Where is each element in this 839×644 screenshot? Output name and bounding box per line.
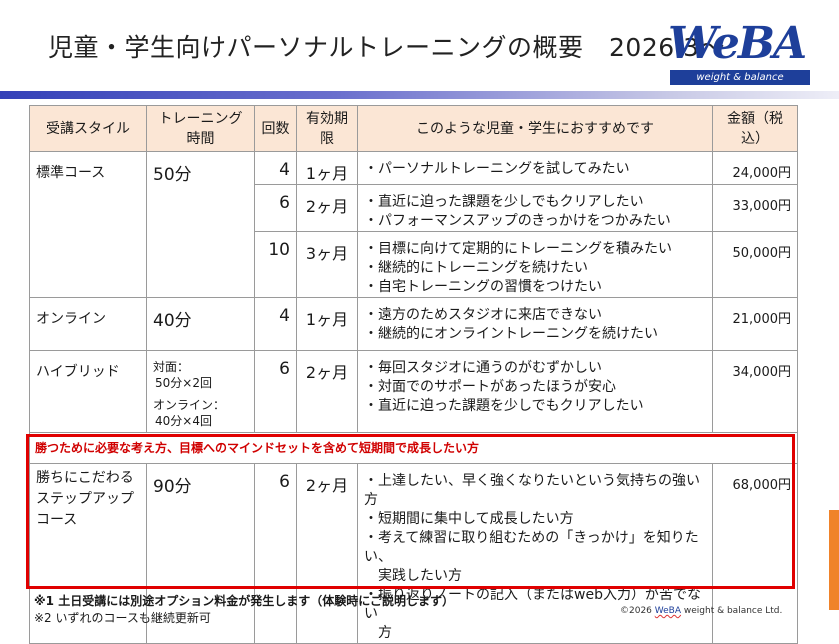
table-row: 標準コース 50分 4 1ヶ月 ・パーソナルトレーニングを試してみたい 24,0… [29,151,798,298]
recommend-line: ・継続的にオンライントレーニングを続けたい [364,326,658,342]
highlight-box [26,434,795,589]
recommend-line: ・遠方のためスタジオに来店できない [364,307,602,323]
copyright-brand: WeBA [654,606,682,616]
style-cell: 勝ちにこだわる ステップアップ コース [29,463,147,644]
recommend-cell: ・遠方のためスタジオに来店できない ・継続的にオンライントレーニングを続けたい [357,297,713,351]
recommend-line: ・直近に迫った課題を少しでもクリアしたい [364,398,644,414]
time-cell: 90分 [146,463,255,644]
recommend-line: ・考えて練習に取り組むための「きっかけ」を知りたい、 [364,530,699,565]
count-cell: 6 [254,350,297,433]
price-cell: 50,000円 [712,231,798,298]
header-time: トレーニング時間 [146,105,255,152]
logo-subtitle: weight & balance [696,72,784,83]
course-table-wrapper: 受講スタイル トレーニング時間 回数 有効期限 このような児童・学生におすすめで… [29,105,798,644]
time-cell: 50分 [146,151,255,298]
recommend-line: ・パーソナルトレーニングを試してみたい [364,161,630,177]
table-row: ハイブリッド 対面： 50分×2回 オンライン： 40分×4回 6 2ヶ月 ・毎… [29,350,798,433]
tagline-row: 勝つために必要な考え方、目標へのマインドセットを含めて短期間で成長したい方 [29,432,798,464]
header-period: 有効期限 [296,105,358,152]
recommend-cell: ・直近に迫った課題を少しでもクリアしたい ・パフォーマンスアップのきっかけをつか… [357,184,713,232]
recommend-line: ・パフォーマンスアップのきっかけをつかみたい [364,213,671,229]
logo-text: WeBA [668,18,807,69]
note-2: ※2 いずれのコースも継続更新可 [34,611,211,625]
recommend-line: ・自宅トレーニングの習慣をつけたい [364,279,602,295]
copyright: ©2026 WeBA weight & balance Ltd. [620,606,782,616]
recommend-line: ・対面でのサポートがあったほうが安心 [364,379,616,395]
price-cell: 33,000円 [712,184,798,232]
time-line: オンライン： [153,398,226,412]
recommend-cell: ・目標に向けて定期的にトレーニングを積みたい ・継続的にトレーニングを続けたい … [357,231,713,298]
period-cell: 2ヶ月 [296,184,358,232]
recommend-line: ・短期間に集中して成長したい方 [364,511,574,527]
style-cell: ハイブリッド [29,350,147,433]
recommend-line: ・毎回スタジオに通うのがむずかしい [364,360,602,376]
header-row: 受講スタイル トレーニング時間 回数 有効期限 このような児童・学生におすすめで… [29,105,798,152]
count-cell: 10 [254,231,297,298]
price-cell: 21,000円 [712,297,798,351]
notes: ※1 土日受講には別途オプション料金が発生します（体験時にご説明します） ※2 … [34,593,454,627]
style-line: 勝ちにこだわる [36,470,134,486]
recommend-line: 実践したい方 [364,568,462,584]
recommend-line: ・振り返りノートの記入（またはweb入力）が苦でない [364,587,701,622]
course-table: 受講スタイル トレーニング時間 回数 有効期限 このような児童・学生におすすめで… [29,105,798,644]
table-row: オンライン 40分 4 1ヶ月 ・遠方のためスタジオに来店できない ・継続的にオ… [29,297,798,351]
style-line: ステップアップ [36,491,134,507]
note-1: ※1 土日受講には別途オプション料金が発生します（体験時にご説明します） [34,594,454,608]
time-cell: 40分 [146,297,255,351]
price-cell: 24,000円 [712,151,798,185]
period-cell: 1ヶ月 [296,297,358,351]
header-price: 金額（税込） [712,105,798,152]
period-cell: 2ヶ月 [296,350,358,433]
price-cell: 68,000円 [712,463,798,644]
header-target: このような児童・学生におすすめです [357,105,713,152]
header-count: 回数 [254,105,297,152]
style-line: コース [36,512,78,528]
weba-logo: WeBA weight & balance [662,14,814,90]
copyright-suffix: weight & balance Ltd. [681,606,783,616]
time-line: 対面： [153,360,190,374]
header-style: 受講スタイル [29,105,147,152]
style-cell: オンライン [29,297,147,351]
time-line: 50分×2回 [155,376,212,390]
header-divider-bar [0,91,839,99]
recommend-line: ・継続的にトレーニングを続けたい [364,260,588,276]
recommend-cell: ・上達したい、早く強くなりたいという気持ちの強い方 ・短期間に集中して成長したい… [357,463,713,644]
table-row: 6 2ヶ月 ・直近に迫った課題を少しでもクリアしたい ・パフォーマンスアップのき… [30,184,798,232]
recommend-cell: ・パーソナルトレーニングを試してみたい [357,151,713,185]
count-cell: 4 [254,151,297,185]
count-cell: 6 [254,184,297,232]
style-cell: 標準コース [29,151,147,298]
table-row: 勝ちにこだわる ステップアップ コース 90分 6 2ヶ月 ・上達したい、早く強… [29,463,798,644]
period-cell: 1ヶ月 [296,151,358,185]
recommend-cell: ・毎回スタジオに通うのがむずかしい ・対面でのサポートがあったほうが安心 ・直近… [357,350,713,433]
logo-bar: weight & balance [670,70,810,85]
page-title: 児童・学生向けパーソナルトレーニングの概要 2026.3～ [48,33,725,62]
period-cell: 3ヶ月 [296,231,358,298]
side-accent [829,510,839,610]
copyright-prefix: ©2026 [620,606,655,616]
time-line: 40分×4回 [155,414,212,428]
recommend-line: ・直近に迫った課題を少しでもクリアしたい [364,194,644,210]
recommend-line: ・上達したい、早く強くなりたいという気持ちの強い方 [364,473,700,508]
price-cell: 34,000円 [712,350,798,433]
count-cell: 4 [254,297,297,351]
table-row: 10 3ヶ月 ・目標に向けて定期的にトレーニングを積みたい ・継続的にトレーニン… [30,231,798,298]
tagline: 勝つために必要な考え方、目標へのマインドセットを含めて短期間で成長したい方 [29,432,798,464]
time-cell: 対面： 50分×2回 オンライン： 40分×4回 [146,350,255,433]
recommend-line: ・目標に向けて定期的にトレーニングを積みたい [364,241,672,257]
